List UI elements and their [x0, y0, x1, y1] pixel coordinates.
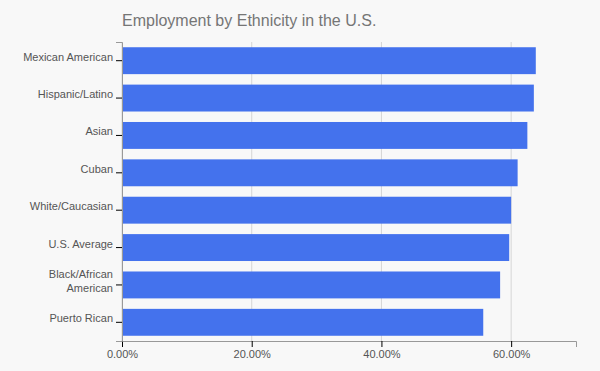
axis-line: [123, 342, 577, 348]
tick-label: Asian: [85, 125, 113, 137]
tick-label-line: Asian: [85, 125, 113, 137]
plot: 0.00% 20.00% 40.00% 60.00% Puerto Rican Black…: [23, 42, 576, 360]
tick-mark: [252, 341, 253, 347]
bar: [122, 309, 483, 336]
bar: [122, 85, 534, 112]
tick-mark: [116, 60, 122, 61]
tick-label: Puerto Rican: [49, 312, 113, 324]
tick: Puerto Rican: [49, 312, 122, 324]
tick-label: 60.00%: [493, 348, 531, 360]
bar: [122, 271, 500, 298]
tick: Mexican American: [23, 51, 122, 63]
tick: 40.00%: [363, 341, 401, 360]
tick: 60.00%: [493, 341, 531, 360]
tick: 0.00%: [107, 341, 138, 360]
tick-label: Black/African American: [49, 268, 113, 293]
tick-label: Mexican American: [23, 51, 113, 63]
tick-mark: [116, 135, 122, 136]
tick-label-line: American: [67, 282, 113, 294]
tick-mark: [116, 172, 122, 173]
bar: [122, 47, 536, 74]
bar: [122, 159, 518, 186]
tick: Cuban: [81, 163, 122, 175]
tick-label: Hispanic/Latino: [38, 88, 113, 100]
tick-mark: [116, 284, 122, 285]
tick-label: 20.00%: [234, 348, 272, 360]
tick-label: White/Caucasian: [30, 200, 113, 212]
tick-label-line: U.S. Average: [48, 238, 113, 250]
axis-line: [116, 43, 123, 342]
tick-label-line: Cuban: [81, 163, 113, 175]
tick-label-line: Hispanic/Latino: [38, 88, 113, 100]
tick-mark: [116, 210, 122, 211]
tick: Black/African American: [49, 268, 122, 293]
tick: 20.00%: [234, 341, 272, 360]
tick-mark: [116, 247, 122, 248]
bar: [122, 122, 527, 149]
tick-label: 40.00%: [363, 348, 401, 360]
background: [0, 0, 600, 371]
category-axis: Puerto Rican Black/African American U.S. Av…: [23, 43, 122, 342]
tick-label-line: Black/African: [49, 268, 113, 280]
tick-label: U.S. Average: [48, 238, 113, 250]
tick: Asian: [85, 125, 122, 137]
tick-label-line: Mexican American: [23, 51, 113, 63]
tick: White/Caucasian: [30, 200, 122, 212]
tick: Hispanic/Latino: [38, 88, 122, 100]
tick-mark: [116, 322, 122, 323]
tick-label: 0.00%: [107, 348, 138, 360]
tick-label-line: Puerto Rican: [49, 312, 113, 324]
tick-mark: [116, 98, 122, 99]
chart: Employment by Ethnicity in the U.S. 0.00%…: [0, 0, 600, 371]
bars: [122, 47, 536, 336]
value-axis: 0.00% 20.00% 40.00% 60.00%: [107, 341, 577, 360]
bar: [122, 234, 509, 261]
tick-mark: [511, 341, 512, 347]
title: Employment by Ethnicity in the U.S.: [122, 12, 376, 29]
tick-label: Cuban: [81, 163, 113, 175]
tick: U.S. Average: [48, 238, 122, 250]
tick-mark: [381, 341, 382, 347]
bar: [122, 197, 511, 224]
tick-label-line: White/Caucasian: [30, 200, 113, 212]
